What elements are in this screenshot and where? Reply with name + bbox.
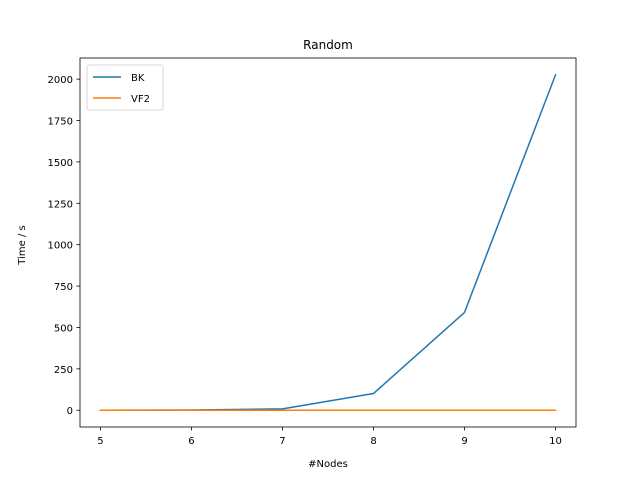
- y-tick-label: 1250: [48, 199, 73, 210]
- legend-box: [86, 64, 164, 111]
- x-tick-label: 10: [549, 436, 562, 447]
- legend: BK VF2: [86, 64, 164, 111]
- x-tick-label: 5: [97, 436, 103, 447]
- x-tick-label: 6: [188, 436, 194, 447]
- y-tick-label: 1750: [48, 117, 73, 128]
- chart-title: Random: [303, 38, 353, 52]
- axes-frame: [79, 57, 577, 428]
- x-axis-label: #Nodes: [308, 459, 348, 470]
- y-tick-label: 500: [54, 323, 73, 334]
- x-tick-label: 7: [279, 436, 285, 447]
- plot-area: 5 6 7 8 9 10 0 250 500 750 1000 1250 1500 1750 2000: [48, 57, 577, 447]
- y-tick-label: 1000: [48, 241, 73, 252]
- x-tick-label: 9: [461, 436, 467, 447]
- y-tick-label: 250: [54, 365, 73, 376]
- x-tick-label: 8: [370, 436, 376, 447]
- legend-label-bk: BK: [131, 73, 145, 84]
- legend-label-vf2: VF2: [131, 94, 150, 105]
- y-tick-label: 1500: [48, 158, 73, 169]
- y-tick-label: 2000: [48, 75, 73, 86]
- y-axis-label: Time / s: [17, 225, 28, 265]
- y-tick-label: 750: [54, 282, 73, 293]
- y-tick-label: 0: [67, 406, 73, 417]
